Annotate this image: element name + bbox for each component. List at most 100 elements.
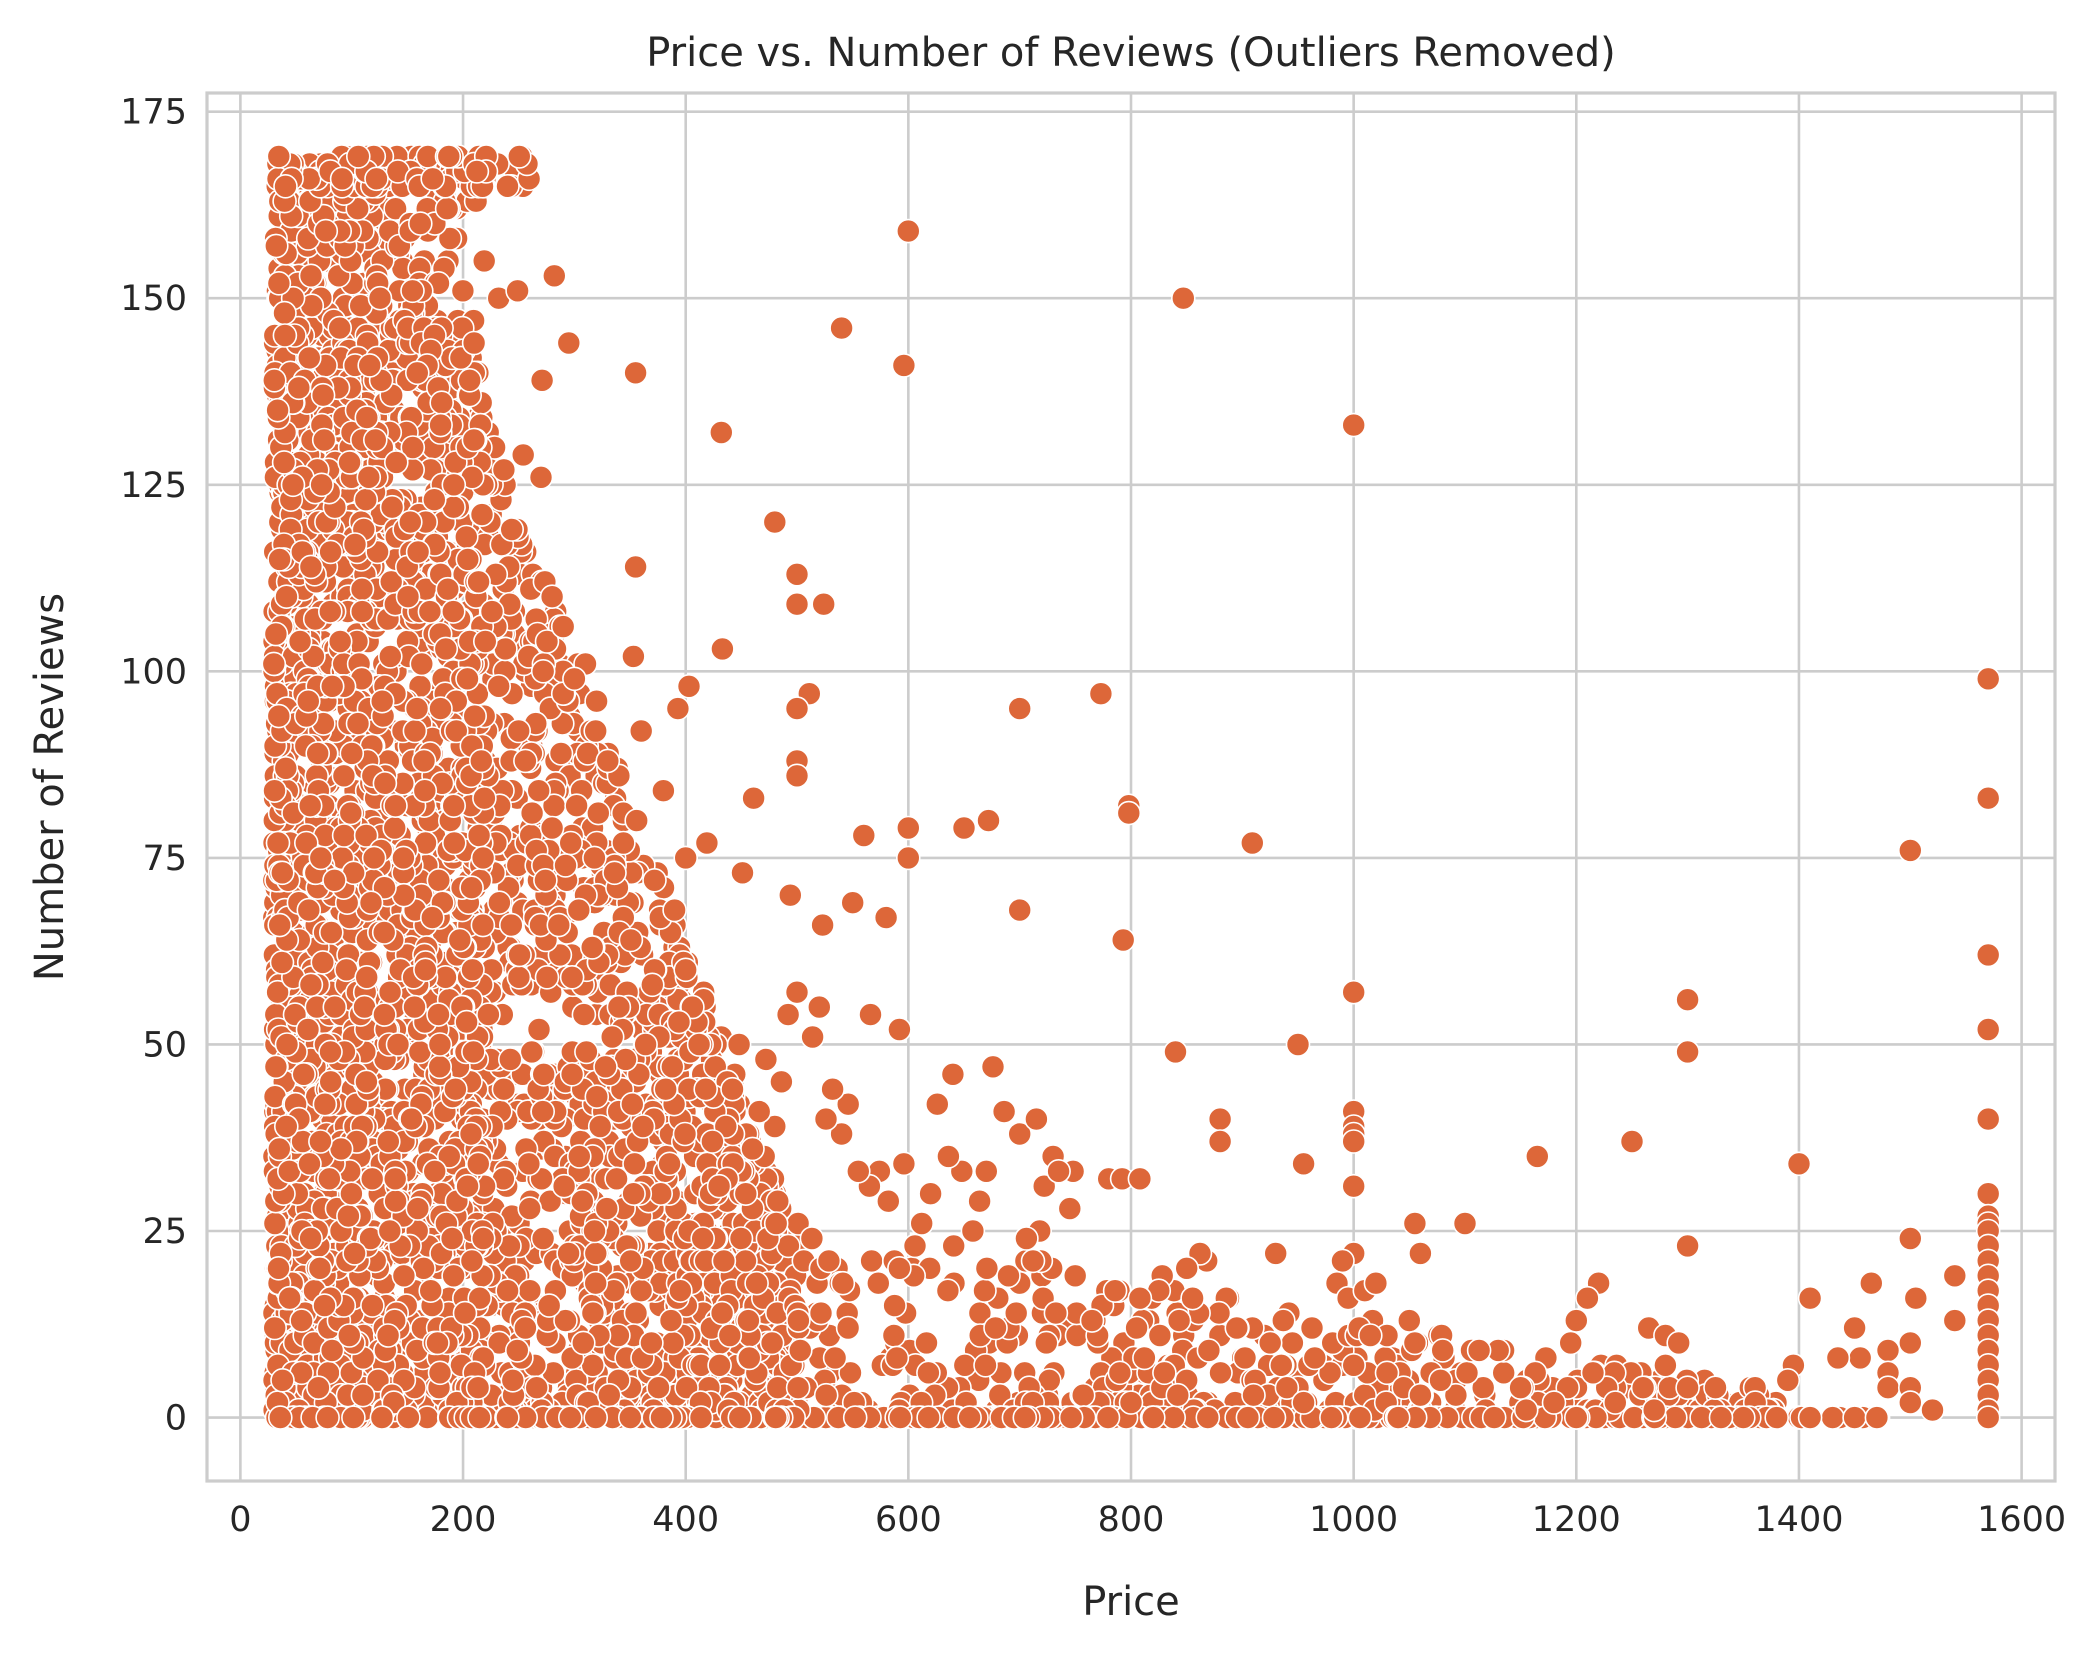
scatter-point	[1708, 1405, 1734, 1430]
scatter-point	[1842, 1405, 1867, 1430]
scatter-point	[273, 174, 298, 199]
scatter-point	[736, 1308, 761, 1333]
scatter-point	[434, 196, 460, 221]
scatter-point	[887, 1017, 912, 1042]
scatter-point	[556, 1241, 581, 1266]
scatter-point	[498, 912, 524, 938]
scatter-point	[382, 815, 408, 841]
scatter-point	[402, 994, 427, 1020]
scatter-point	[426, 867, 452, 893]
scatter-point	[564, 793, 589, 819]
scatter-point	[1020, 1248, 1046, 1274]
scatter-point	[1110, 927, 1136, 953]
scatter-point	[570, 1330, 596, 1356]
scatter-point	[405, 1196, 431, 1221]
scatter-point	[524, 1375, 550, 1400]
scatter-point	[472, 785, 497, 811]
scatter-point	[420, 166, 446, 192]
scatter-point	[983, 1315, 1008, 1341]
scatter-point	[967, 1188, 992, 1214]
scatter-point	[266, 270, 292, 296]
scatter-point	[842, 1405, 868, 1430]
y-tick-label: 150	[120, 279, 187, 319]
scatter-point	[1291, 1151, 1316, 1177]
scatter-point	[991, 1099, 1017, 1124]
scatter-point	[317, 1166, 342, 1192]
scatter-point	[429, 390, 455, 416]
scatter-point	[308, 1129, 333, 1154]
scatter-point	[569, 1188, 595, 1214]
scatter-point	[553, 853, 578, 878]
scatter-point	[272, 323, 298, 348]
scatter-point	[976, 808, 1001, 833]
scatter-point	[1024, 1106, 1049, 1132]
scatter-point	[1058, 1405, 1084, 1430]
scatter-point	[457, 367, 483, 393]
scatter-point	[621, 1181, 646, 1206]
scatter-point	[1775, 1368, 1801, 1393]
scatter-point	[829, 315, 854, 341]
scatter-point	[306, 1375, 331, 1400]
scatter-point	[422, 1159, 448, 1184]
scatter-point	[1385, 1405, 1411, 1430]
scatter-point	[786, 1308, 811, 1333]
scatter-point	[505, 278, 530, 304]
scatter-point	[660, 1330, 686, 1356]
scatter-point	[421, 487, 447, 513]
scatter-point	[1207, 1129, 1233, 1154]
scatter-point	[662, 897, 687, 923]
scatter-point	[1271, 1308, 1296, 1333]
scatter-point	[441, 793, 467, 819]
scatter-point	[707, 1353, 732, 1378]
scatter-point	[327, 629, 353, 654]
scatter-point	[1564, 1308, 1589, 1333]
scatter-point	[360, 1293, 385, 1318]
scatter-point	[506, 964, 532, 990]
scatter-point	[1208, 1360, 1233, 1386]
scatter-point	[495, 1405, 520, 1430]
scatter-point	[710, 636, 735, 662]
scatter-point	[1641, 1397, 1667, 1423]
scatter-point	[266, 1136, 292, 1162]
scatter-point	[902, 1233, 928, 1259]
scatter-point	[487, 890, 512, 916]
scatter-point	[266, 144, 292, 169]
scatter-point	[377, 979, 403, 1005]
scatter-point	[1180, 1285, 1205, 1311]
scatter-point	[799, 1226, 825, 1251]
scatter-point	[336, 1203, 361, 1229]
scatter-point	[642, 867, 667, 893]
scatter-point	[462, 703, 488, 729]
scatter-point	[918, 1181, 943, 1206]
scatter-point	[427, 1032, 453, 1057]
scatter-point	[375, 1323, 401, 1348]
scatter-point	[1003, 1300, 1029, 1326]
scatter-point	[936, 1144, 961, 1169]
scatter-point	[371, 920, 397, 945]
scatter-point	[1975, 666, 2001, 692]
scatter-point	[1630, 1375, 1656, 1400]
scatter-point	[1402, 1211, 1428, 1236]
scatter-point	[289, 1308, 314, 1333]
scatter-point	[342, 1241, 367, 1266]
scatter-point	[516, 1151, 542, 1177]
scatter-point	[808, 1300, 834, 1326]
scatter-point	[349, 576, 375, 602]
scatter-point	[1786, 1151, 1812, 1177]
scatter-point	[1141, 1405, 1166, 1430]
scatter-point	[574, 1039, 599, 1065]
scatter-point	[375, 1129, 401, 1154]
scatter-point	[1263, 1241, 1288, 1266]
scatter-point	[728, 1226, 754, 1251]
scatter-point	[313, 218, 339, 244]
scatter-point	[263, 233, 289, 259]
scatter-point	[1525, 1144, 1550, 1169]
scatter-point	[419, 905, 445, 930]
scatter-point	[1454, 1360, 1480, 1386]
scatter-point	[623, 1300, 649, 1326]
scatter-point	[1653, 1353, 1678, 1378]
scatter-point	[342, 532, 368, 557]
scatter-point	[310, 950, 336, 975]
scatter-point	[507, 942, 532, 968]
